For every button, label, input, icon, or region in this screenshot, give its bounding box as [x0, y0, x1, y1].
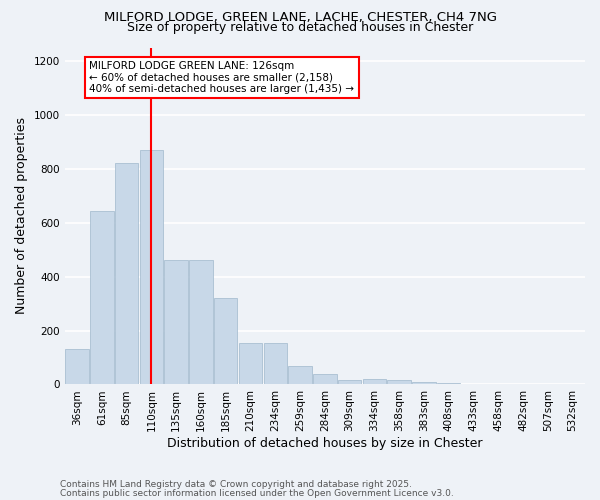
- Text: Contains public sector information licensed under the Open Government Licence v3: Contains public sector information licen…: [60, 489, 454, 498]
- Bar: [388, 380, 411, 384]
- Bar: [338, 380, 361, 384]
- Y-axis label: Number of detached properties: Number of detached properties: [15, 118, 28, 314]
- Bar: [189, 260, 213, 384]
- Bar: [239, 342, 262, 384]
- Bar: [214, 298, 238, 384]
- Bar: [90, 210, 113, 384]
- Bar: [115, 164, 139, 384]
- Text: MILFORD LODGE, GREEN LANE, LACHE, CHESTER, CH4 7NG: MILFORD LODGE, GREEN LANE, LACHE, CHESTE…: [104, 11, 497, 24]
- Text: Contains HM Land Registry data © Crown copyright and database right 2025.: Contains HM Land Registry data © Crown c…: [60, 480, 412, 489]
- Bar: [164, 260, 188, 384]
- Bar: [412, 382, 436, 384]
- Bar: [140, 150, 163, 384]
- Bar: [288, 366, 312, 384]
- Bar: [65, 350, 89, 384]
- Text: MILFORD LODGE GREEN LANE: 126sqm
← 60% of detached houses are smaller (2,158)
40: MILFORD LODGE GREEN LANE: 126sqm ← 60% o…: [89, 61, 355, 94]
- Text: Size of property relative to detached houses in Chester: Size of property relative to detached ho…: [127, 21, 473, 34]
- Bar: [313, 374, 337, 384]
- Bar: [437, 383, 460, 384]
- X-axis label: Distribution of detached houses by size in Chester: Distribution of detached houses by size …: [167, 437, 482, 450]
- Bar: [362, 379, 386, 384]
- Bar: [263, 342, 287, 384]
